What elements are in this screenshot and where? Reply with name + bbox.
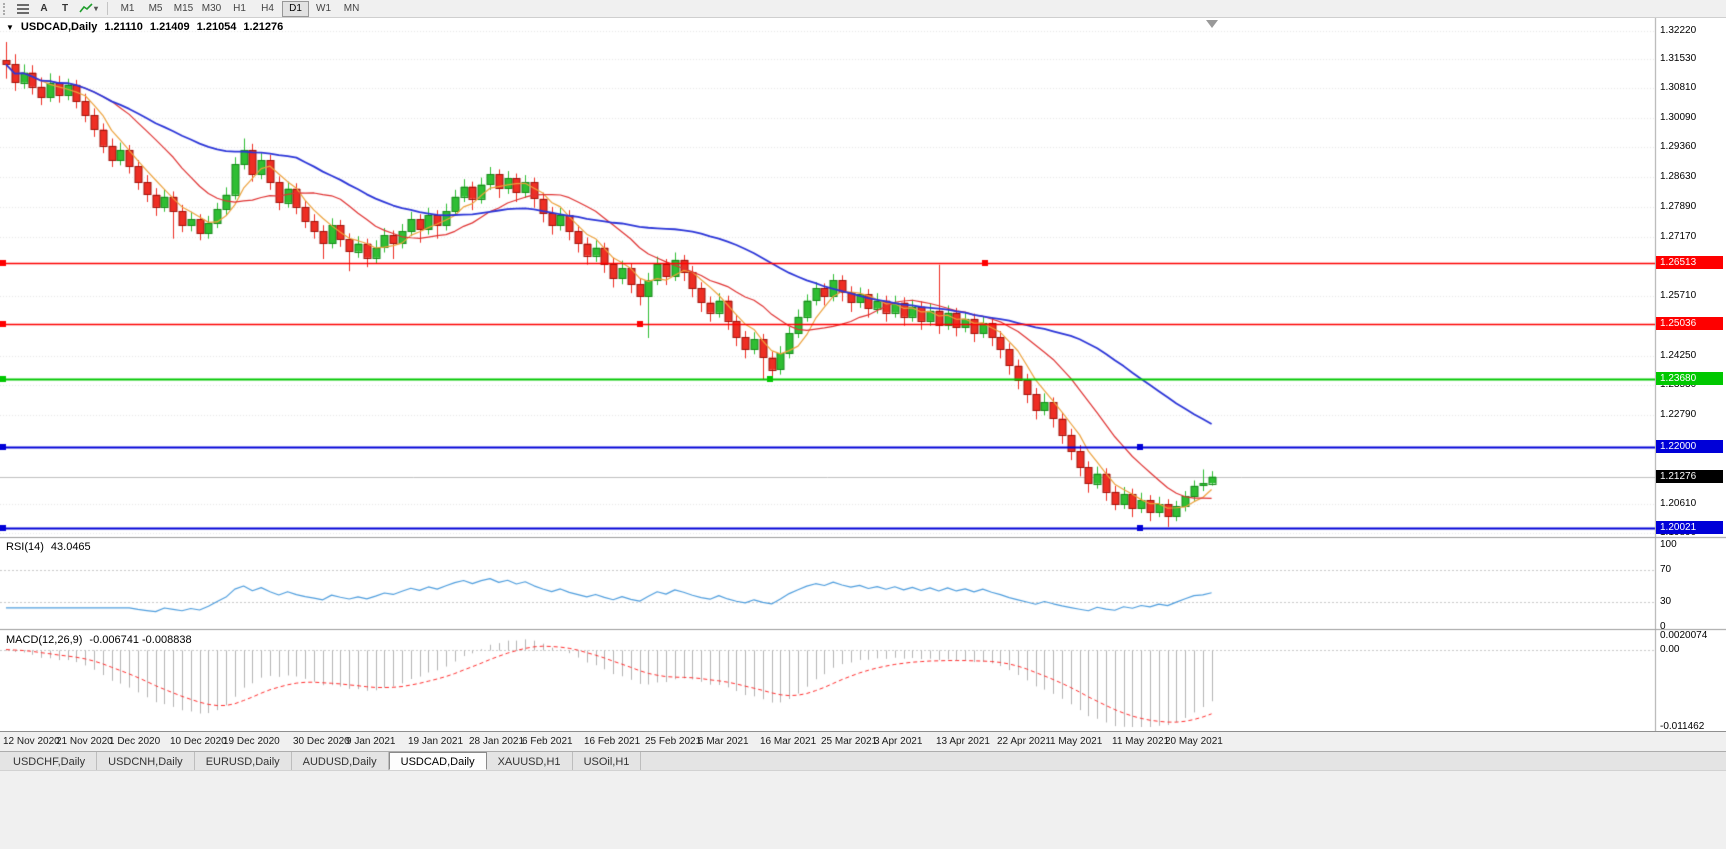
date-label: 22 Apr 2021 <box>997 736 1051 747</box>
timeframe-w1[interactable]: W1 <box>310 1 337 17</box>
price-scale[interactable]: 1.32220 1.31530 1.30810 1.30090 1.29360 1.286… <box>1655 18 1726 732</box>
macd-scale-label: -0.011462 <box>1660 721 1705 732</box>
price-scale-label: 1.30090 <box>1660 112 1697 123</box>
timeframe-mn[interactable]: MN <box>338 1 365 17</box>
rsi-scale-label: 0 <box>1660 621 1666 632</box>
chevron-down-icon: ▾ <box>94 4 99 13</box>
price-scale-label: 1.32220 <box>1660 25 1697 36</box>
date-label: 20 May 2021 <box>1165 736 1223 747</box>
chart-tabs-bar: USDCHF,Daily USDCNH,Daily EURUSD,Daily AUDU… <box>0 751 1726 770</box>
chart-tab-audusd[interactable]: AUDUSD,Daily <box>292 752 389 770</box>
date-label: 25 Feb 2021 <box>645 736 702 747</box>
date-label: 10 Dec 2020 <box>170 736 227 747</box>
timeframe-d1[interactable]: D1 <box>282 0 310 17</box>
date-label: 6 Feb 2021 <box>522 736 573 747</box>
chart-tab-usdchf[interactable]: USDCHF,Daily <box>2 752 98 770</box>
timeframe-m1[interactable]: M1 <box>114 1 141 17</box>
date-label: 19 Jan 2021 <box>408 736 464 747</box>
level-price-badge: 1.22000 <box>1656 440 1723 453</box>
bars-icon <box>16 4 29 14</box>
timeframe-m5[interactable]: M5 <box>142 1 169 17</box>
indicator-line-icon <box>79 3 93 13</box>
level-price-badge: 1.23680 <box>1656 372 1723 385</box>
price-scale-label: 1.29360 <box>1660 141 1697 152</box>
date-label: 1 May 2021 <box>1050 736 1103 747</box>
level-price-badge: 1.20021 <box>1656 521 1723 534</box>
toolbar-separator <box>107 2 109 15</box>
chart-tab-eurusd[interactable]: EURUSD,Daily <box>195 752 292 770</box>
date-label: 3 Apr 2021 <box>874 736 923 747</box>
timeframe-h4[interactable]: H4 <box>254 1 281 17</box>
chart-tab-usoil[interactable]: USOil,H1 <box>573 752 642 770</box>
chart-tab-usdcad[interactable]: USDCAD,Daily <box>388 752 487 770</box>
chart-area: ▼ USDCAD,Daily 1.21110 1.21409 1.21054 1… <box>0 18 1726 752</box>
macd-scale-label: 0.00 <box>1660 644 1680 655</box>
date-label: 16 Feb 2021 <box>584 736 641 747</box>
price-scale-label: 1.31530 <box>1660 53 1697 64</box>
date-label: 21 Nov 2020 <box>56 736 113 747</box>
toolbar-grip[interactable] <box>3 2 8 15</box>
date-label: 28 Jan 2021 <box>469 736 525 747</box>
chart-tab-usdcnh[interactable]: USDCNH,Daily <box>97 752 195 770</box>
price-chart-canvas[interactable] <box>0 18 1726 731</box>
price-scale-label: 1.27170 <box>1660 231 1697 242</box>
chart-shift-icon[interactable] <box>1206 20 1218 28</box>
text-tool-button[interactable]: T <box>55 1 75 17</box>
rsi-scale-label: 30 <box>1660 596 1672 607</box>
window-footer <box>0 770 1726 849</box>
date-label: 16 Mar 2021 <box>760 736 817 747</box>
date-label: 9 Jan 2021 <box>346 736 396 747</box>
date-label: 30 Dec 2020 <box>293 736 350 747</box>
autoscroll-button[interactable]: A <box>34 1 54 17</box>
rsi-scale-label: 70 <box>1660 564 1672 575</box>
date-label: 12 Nov 2020 <box>3 736 60 747</box>
chart-tab-xauusd[interactable]: XAUUSD,H1 <box>487 752 573 770</box>
date-label: 25 Mar 2021 <box>821 736 878 747</box>
macd-scale-label: 0.0020074 <box>1660 630 1708 641</box>
price-scale-label: 1.30810 <box>1660 82 1697 93</box>
current-price-badge: 1.21276 <box>1656 470 1723 483</box>
date-axis[interactable]: 12 Nov 2020 21 Nov 2020 1 Dec 2020 10 Dec 2… <box>0 731 1726 752</box>
price-scale-label: 1.24250 <box>1660 350 1697 361</box>
price-scale-label: 1.25710 <box>1660 290 1697 301</box>
timeframe-m30[interactable]: M30 <box>198 1 225 17</box>
chart-list-icon[interactable] <box>13 1 33 17</box>
price-scale-label: 1.20610 <box>1660 498 1697 509</box>
price-scale-label: 1.28630 <box>1660 171 1697 182</box>
level-price-badge: 1.25036 <box>1656 317 1723 330</box>
date-label: 11 May 2021 <box>1112 736 1170 747</box>
date-label: 19 Dec 2020 <box>223 736 280 747</box>
price-scale-label: 1.27890 <box>1660 201 1697 212</box>
toolbar: A T ▾ M1 M5 M15 M30 H1 H4 D1 W1 MN <box>0 0 1726 18</box>
date-label: 13 Apr 2021 <box>936 736 990 747</box>
level-price-badge: 1.26513 <box>1656 256 1723 269</box>
timeframe-group: M1 M5 M15 M30 H1 H4 D1 W1 MN <box>114 0 365 17</box>
timeframe-m15[interactable]: M15 <box>170 1 197 17</box>
timeframe-h1[interactable]: H1 <box>226 1 253 17</box>
date-label: 6 Mar 2021 <box>698 736 749 747</box>
indicators-button[interactable]: ▾ <box>76 1 101 17</box>
date-label: 1 Dec 2020 <box>109 736 161 747</box>
rsi-scale-label: 100 <box>1660 539 1677 550</box>
price-scale-label: 1.22790 <box>1660 409 1697 420</box>
